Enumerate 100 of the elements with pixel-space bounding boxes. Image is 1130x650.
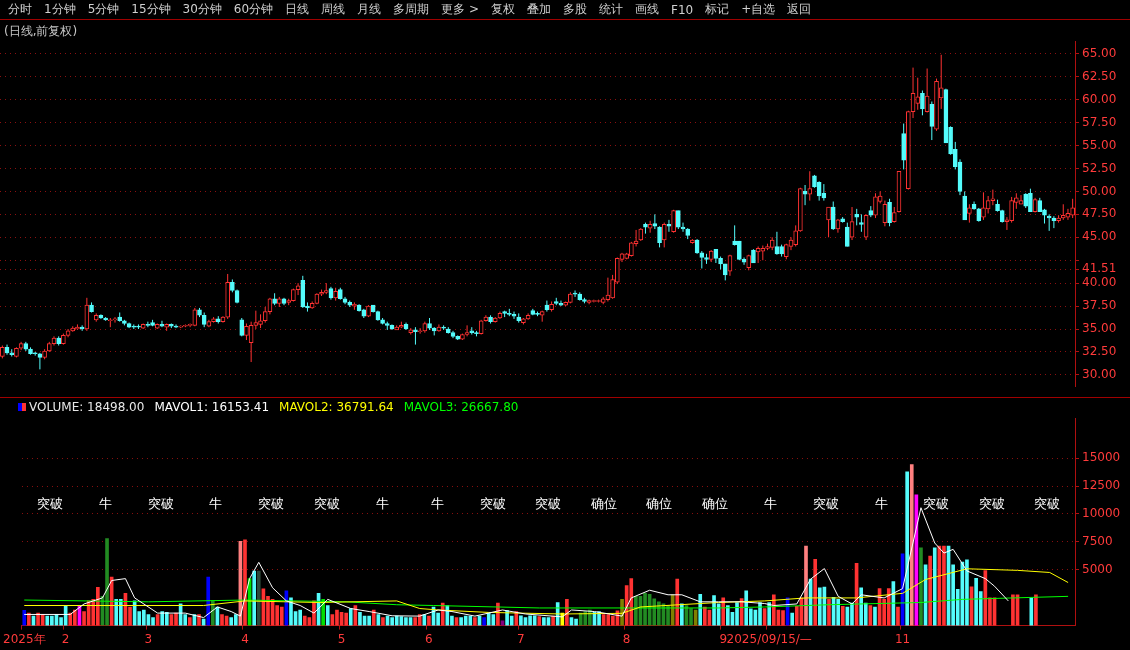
text: 60分钟	[233, 1, 274, 18]
x-tick-label: 4	[241, 631, 249, 646]
y-tick-label: 37.50	[1082, 298, 1117, 313]
bar	[606, 614, 611, 626]
text: +自选	[741, 1, 776, 18]
y-tick-label: 60.00	[1082, 91, 1117, 106]
candlestick	[962, 190, 968, 221]
text: 15分钟	[131, 1, 171, 18]
text: 多股	[563, 1, 587, 18]
y-tick-label: 35.00	[1082, 321, 1117, 336]
candlestick	[666, 219, 672, 233]
y-tick-label: 55.00	[1082, 137, 1117, 152]
bar	[519, 615, 523, 626]
candlestick	[112, 316, 118, 324]
legend-label: VOLUME: 18498.00	[29, 400, 145, 414]
annotation: 确位	[700, 496, 728, 512]
y-tick-label: 32.50	[1082, 344, 1117, 359]
bar	[68, 612, 73, 626]
candlestick	[929, 101, 935, 141]
chart-title: (日线,前复权)	[4, 23, 78, 40]
y-tick-label: 62.50	[1082, 68, 1117, 83]
text: 多周期	[393, 1, 430, 18]
bar	[371, 609, 376, 626]
y-tick-label: 65.00	[1082, 45, 1117, 60]
candlestick	[417, 327, 423, 335]
bar	[114, 599, 119, 626]
y-tick-label: 5000	[1082, 561, 1113, 576]
x-tick-label: 8	[622, 631, 631, 646]
bar	[965, 559, 969, 626]
bar	[174, 612, 178, 626]
candlestick	[873, 192, 878, 219]
bar	[725, 605, 730, 626]
bar	[491, 614, 496, 626]
annotation: 牛	[431, 496, 445, 512]
candlestick	[732, 224, 737, 247]
x-tick-label: 3	[144, 631, 153, 646]
text: 5分钟	[87, 1, 120, 18]
bar	[151, 617, 155, 626]
bar	[348, 608, 353, 626]
bar	[27, 612, 31, 626]
candlestick	[826, 206, 831, 238]
y-tick-label: 15000	[1082, 450, 1121, 465]
bar	[942, 545, 946, 626]
bar	[1011, 594, 1015, 626]
bar	[229, 617, 234, 626]
bar	[896, 606, 900, 626]
bar	[634, 596, 638, 626]
x-tick-label: 2	[61, 631, 70, 646]
bar	[850, 602, 854, 626]
annotation: 突破	[258, 496, 285, 512]
candlestick	[793, 224, 799, 247]
candlestick	[511, 311, 517, 320]
bar	[827, 599, 831, 626]
candlestick	[173, 323, 179, 329]
candlestick	[465, 324, 469, 337]
bar	[105, 538, 109, 626]
text: 1分钟	[44, 1, 76, 18]
bar	[790, 612, 795, 626]
bar	[45, 615, 50, 626]
candlestick	[661, 222, 667, 248]
bar	[909, 464, 914, 626]
bar	[537, 616, 542, 626]
bar	[932, 547, 937, 626]
bar	[394, 615, 399, 626]
bar	[840, 606, 845, 626]
bar	[675, 578, 680, 626]
candlestick	[558, 300, 564, 307]
bar	[187, 617, 192, 626]
bar	[463, 615, 468, 626]
bar	[905, 471, 909, 626]
candlestick	[1028, 188, 1033, 213]
text: 统计	[599, 1, 623, 18]
bar	[335, 609, 339, 626]
x-tick-label: 9	[719, 631, 728, 646]
x-tick-label: 6	[425, 631, 433, 646]
bar	[279, 606, 284, 626]
bar	[233, 614, 238, 626]
annotation: 牛	[375, 496, 389, 512]
text: 画线	[635, 1, 659, 18]
candlestick	[1004, 216, 1010, 231]
annotation: 突破	[1034, 496, 1061, 512]
bar	[744, 590, 749, 626]
bar	[804, 545, 808, 626]
annotation: 确位	[589, 496, 617, 512]
text: 更多 >	[441, 1, 479, 18]
text: 标记	[705, 1, 730, 18]
candlestick	[920, 90, 925, 116]
bar	[22, 610, 27, 626]
bar	[509, 615, 514, 626]
bar	[256, 570, 261, 626]
bar	[427, 615, 431, 626]
annotation: 确位	[645, 496, 673, 512]
bar	[689, 608, 693, 626]
bar	[574, 618, 578, 626]
candlestick	[915, 77, 921, 111]
text: 返回	[787, 1, 812, 18]
annotation: 突破	[480, 496, 507, 512]
bar	[1029, 597, 1034, 626]
annotation: 突破	[147, 496, 174, 512]
y-tick-label: 50.00	[1082, 183, 1117, 198]
